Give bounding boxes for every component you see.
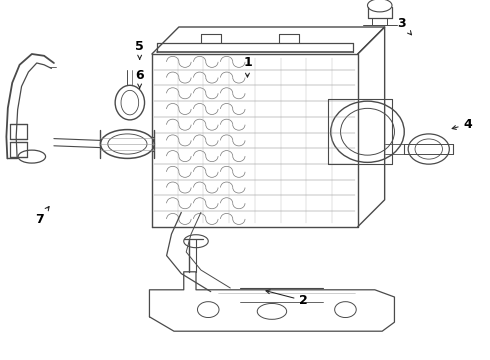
Text: 3: 3 [397,17,412,35]
Text: 1: 1 [243,57,252,77]
Text: 5: 5 [135,40,144,59]
Text: 4: 4 [452,118,472,131]
Text: 2: 2 [266,290,308,307]
Text: 7: 7 [35,207,49,226]
Text: 6: 6 [135,69,144,88]
